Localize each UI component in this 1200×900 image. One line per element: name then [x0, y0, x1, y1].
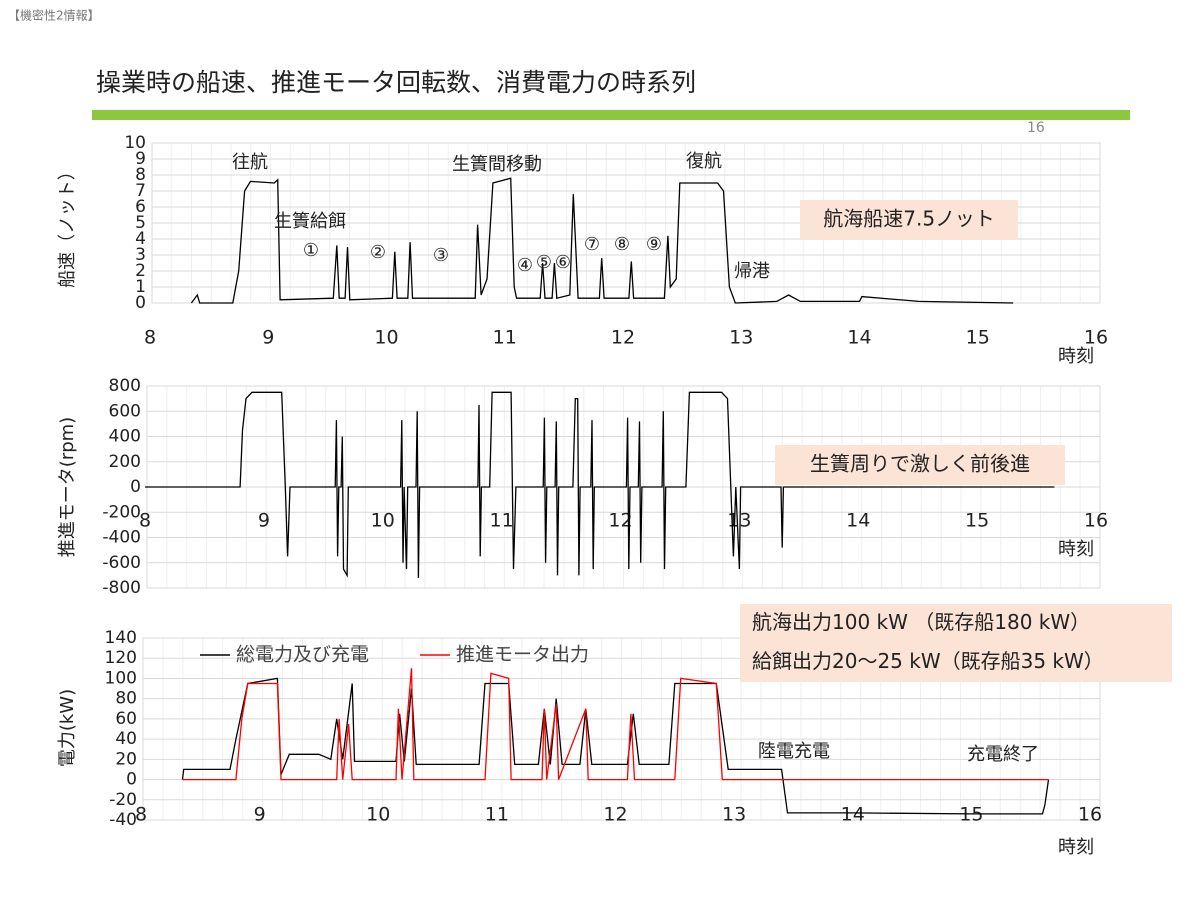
- y-tick-label: 0: [126, 770, 137, 790]
- y-tick-label: -400: [102, 528, 141, 548]
- annotation: 生簀給餌: [274, 211, 346, 232]
- series-line: [181, 677, 1050, 815]
- x-axis-title: 時刻: [1058, 539, 1094, 560]
- y-tick-label: 400: [109, 427, 141, 447]
- y-tick-label: 9: [135, 149, 146, 169]
- annotation: 充電終了: [967, 744, 1039, 765]
- y-tick-label: 200: [109, 452, 141, 472]
- annotation: ⑦: [584, 234, 600, 255]
- callout-box: [740, 604, 1172, 682]
- annotation: 陸電充電: [758, 741, 830, 762]
- y-tick-label: 60: [115, 709, 137, 729]
- y-tick-label: -200: [102, 502, 141, 522]
- y-tick-label: 0: [135, 293, 146, 313]
- y-tick-label: 2: [135, 261, 146, 281]
- x-tick-label: 12: [611, 327, 635, 349]
- header: 【機密性2情報】: [8, 8, 100, 23]
- x-tick-label: 15: [965, 510, 989, 532]
- x-tick-label: 10: [371, 510, 395, 532]
- y-tick-label: 6: [135, 197, 146, 217]
- title-bar: [92, 110, 1130, 120]
- y-tick-label: 40: [115, 729, 137, 749]
- annotation: ④: [517, 255, 533, 276]
- callout-text: 航海出力100 kW （既存船180 kW）: [752, 610, 1090, 634]
- y-tick-label: -20: [109, 790, 137, 810]
- slide-title: 操業時の船速、推進モータ回転数、消費電力の時系列: [96, 68, 696, 97]
- y-axis-title: 電力(kW): [57, 689, 78, 767]
- y-tick-label: 140: [105, 628, 137, 648]
- callout-box: [775, 445, 1065, 485]
- x-tick-label: 14: [847, 327, 871, 349]
- y-tick-label: 100: [105, 668, 137, 688]
- y-tick-label: -40: [109, 810, 137, 830]
- y-tick-label: -600: [102, 553, 141, 573]
- x-tick-label: 10: [366, 804, 390, 826]
- y-tick-label: 7: [135, 181, 146, 201]
- y-tick-label: 120: [105, 648, 137, 668]
- y-tick-label: -800: [102, 578, 141, 598]
- x-tick-label: 8: [144, 327, 156, 349]
- x-tick-label: 8: [135, 804, 147, 826]
- y-tick-label: 1: [135, 277, 146, 297]
- x-axis-title: 時刻: [1058, 837, 1094, 858]
- annotation: 帰港: [734, 261, 770, 282]
- y-tick-label: 0: [130, 477, 141, 497]
- y-tick-label: 10: [124, 133, 146, 153]
- x-tick-label: 14: [846, 510, 870, 532]
- y-tick-label: 80: [115, 689, 137, 709]
- annotation: ③: [433, 245, 449, 266]
- legend-label: 推進モータ出力: [456, 644, 589, 666]
- x-tick-label: 10: [374, 327, 398, 349]
- callout-text: 航海船速7.5ノット: [823, 207, 994, 231]
- callout-text: 給餌出力20～25 kW（既存船35 kW）: [752, 649, 1104, 673]
- y-axis-title: 推進モータ(rpm): [57, 417, 78, 557]
- callout-box: [800, 200, 1018, 240]
- x-tick-label: 15: [966, 327, 990, 349]
- series-line: [190, 177, 1014, 304]
- y-tick-label: 5: [135, 213, 146, 233]
- annotation: ⑨: [646, 234, 662, 255]
- x-axis-title: 時刻: [1058, 346, 1094, 367]
- x-tick-label: 16: [1084, 327, 1108, 349]
- page-number: 16: [1027, 120, 1045, 136]
- x-tick-label: 11: [490, 510, 514, 532]
- annotation: ②: [370, 242, 386, 263]
- annotation: ⑧: [614, 234, 630, 255]
- y-tick-label: 3: [135, 245, 146, 265]
- x-tick-label: 11: [493, 327, 517, 349]
- x-tick-label: 12: [608, 510, 632, 532]
- callout-text: 生簀周りで激しく前後進: [810, 452, 1030, 476]
- annotation: 往航: [232, 152, 268, 173]
- annotation: 復航: [686, 151, 722, 172]
- legend-label: 総電力及び充電: [236, 644, 369, 666]
- y-tick-label: 4: [135, 229, 146, 249]
- x-tick-label: 9: [254, 804, 266, 826]
- y-tick-label: 600: [109, 401, 141, 421]
- x-tick-label: 9: [262, 327, 274, 349]
- annotation: ①: [303, 240, 319, 261]
- x-tick-label: 13: [727, 510, 751, 532]
- x-tick-label: 8: [139, 510, 151, 532]
- y-tick-label: 800: [109, 376, 141, 396]
- series-line: [145, 391, 1055, 578]
- x-tick-label: 13: [729, 327, 753, 349]
- y-axis-title: 船速（ノット）: [57, 162, 78, 288]
- x-tick-label: 9: [258, 510, 270, 532]
- annotation: ⑥: [555, 252, 571, 273]
- x-tick-label: 12: [603, 804, 627, 826]
- series-line: [182, 668, 1049, 781]
- y-tick-label: 8: [135, 165, 146, 185]
- y-tick-label: 20: [115, 749, 137, 769]
- annotation: 生簀間移動: [452, 154, 542, 175]
- x-tick-label: 13: [722, 804, 746, 826]
- x-tick-label: 16: [1078, 804, 1102, 826]
- x-tick-label: 11: [485, 804, 509, 826]
- annotation: ⑤: [536, 252, 552, 273]
- x-tick-label: 16: [1084, 510, 1108, 532]
- x-tick-label: 14: [841, 804, 865, 826]
